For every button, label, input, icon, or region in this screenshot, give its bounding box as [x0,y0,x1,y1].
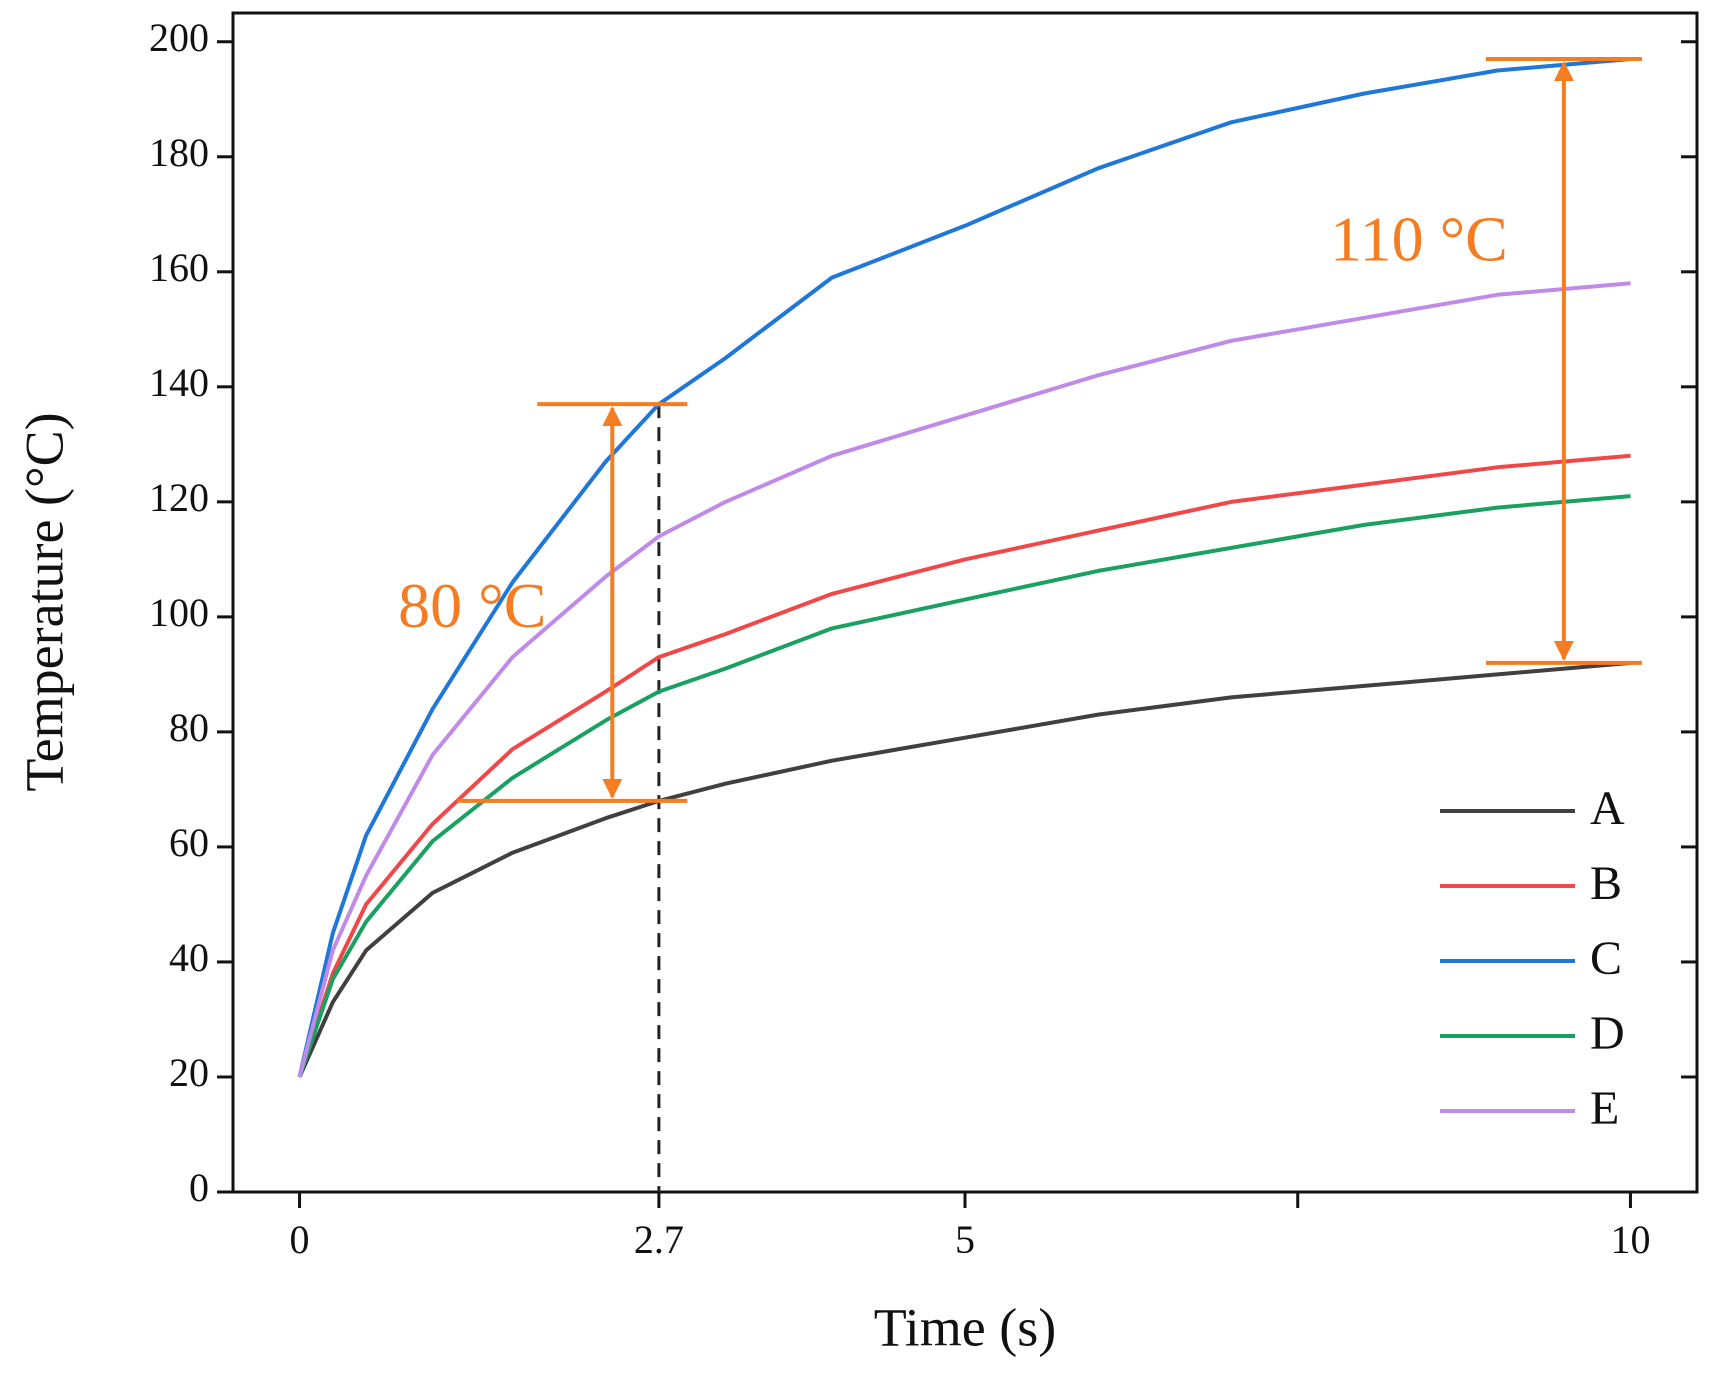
series-line [297,57,1631,1078]
y-tick-label: 20 [169,1050,209,1095]
x-tick-label: 2.7 [634,1217,684,1262]
y-tick-label: 60 [169,820,209,865]
x-tick-label: 10 [1610,1217,1650,1262]
legend-label: E [1590,1082,1619,1135]
y-tick-label: 80 [169,705,209,750]
series-line [297,660,1631,1078]
x-tick-label: 5 [955,1217,975,1262]
x-tick-label: 0 [290,1217,310,1262]
series-line [297,281,1631,1078]
y-tick-label: 180 [149,130,209,175]
series-line [297,453,1631,1078]
y-tick-label: 40 [169,935,209,980]
legend-label: D [1590,1007,1625,1060]
series-line [297,494,1631,1078]
y-tick-label: 140 [149,360,209,405]
y-tick-label: 100 [149,590,209,635]
y-tick-label: 200 [149,15,209,60]
annotation-label: 110 °C [1330,204,1508,275]
y-tick-label: 120 [149,475,209,520]
x-axis-label: Time (s) [874,1297,1057,1357]
legend-label: C [1590,932,1622,985]
y-tick-label: 0 [189,1165,209,1210]
y-tick-label: 160 [149,245,209,290]
legend-label: B [1590,857,1622,910]
legend-label: A [1590,782,1625,835]
y-axis-label: Temperature (°C) [14,412,74,791]
annotation-label: 80 °C [398,570,546,641]
